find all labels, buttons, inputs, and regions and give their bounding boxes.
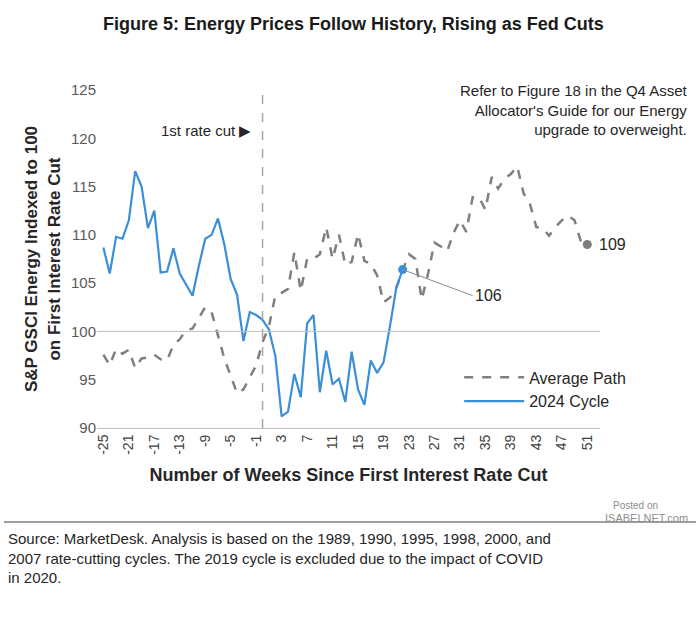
svg-text:1st rate cut ▶: 1st rate cut ▶ bbox=[161, 122, 251, 139]
svg-text:Posted on: Posted on bbox=[613, 500, 658, 511]
svg-text:31: 31 bbox=[451, 434, 467, 450]
svg-text:105: 105 bbox=[71, 274, 96, 291]
svg-text:43: 43 bbox=[528, 434, 544, 450]
svg-text:-13: -13 bbox=[171, 434, 187, 454]
svg-text:35: 35 bbox=[477, 434, 493, 450]
svg-text:106: 106 bbox=[475, 287, 502, 304]
svg-text:115: 115 bbox=[72, 178, 96, 195]
svg-text:125: 125 bbox=[71, 81, 96, 98]
svg-text:Figure 5: Energy Prices Follow: Figure 5: Energy Prices Follow History, … bbox=[103, 14, 604, 34]
svg-text:-25: -25 bbox=[95, 434, 111, 454]
svg-text:S&P GSCI Energy Indexed to 100: S&P GSCI Energy Indexed to 100on First I… bbox=[22, 126, 63, 392]
svg-text:95: 95 bbox=[79, 371, 96, 388]
svg-text:11: 11 bbox=[324, 434, 340, 449]
svg-text:Source: MarketDesk. Analysis i: Source: MarketDesk. Analysis is based on… bbox=[8, 530, 551, 586]
svg-text:47: 47 bbox=[553, 434, 569, 450]
svg-text:-9: -9 bbox=[197, 434, 213, 447]
svg-text:27: 27 bbox=[426, 434, 442, 450]
svg-text:-5: -5 bbox=[222, 434, 238, 447]
svg-text:15: 15 bbox=[350, 434, 366, 450]
svg-text:39: 39 bbox=[502, 434, 518, 450]
svg-text:19: 19 bbox=[375, 434, 391, 450]
svg-text:-17: -17 bbox=[146, 434, 162, 454]
svg-text:100: 100 bbox=[71, 323, 96, 340]
svg-text:Number of Weeks Since First In: Number of Weeks Since First Interest Rat… bbox=[150, 465, 548, 485]
svg-text:Average Path: Average Path bbox=[529, 370, 626, 387]
svg-text:90: 90 bbox=[79, 419, 96, 436]
svg-text:3: 3 bbox=[273, 434, 289, 442]
svg-text:109: 109 bbox=[599, 236, 626, 253]
svg-text:7: 7 bbox=[299, 434, 315, 442]
svg-text:23: 23 bbox=[401, 434, 417, 450]
svg-text:120: 120 bbox=[71, 130, 96, 147]
svg-text:51: 51 bbox=[579, 434, 595, 450]
svg-text:2024 Cycle: 2024 Cycle bbox=[529, 393, 609, 410]
svg-text:-21: -21 bbox=[120, 434, 136, 454]
svg-text:-1: -1 bbox=[248, 434, 264, 447]
svg-text:Refer to Figure 18 in the Q4 A: Refer to Figure 18 in the Q4 AssetAlloca… bbox=[460, 82, 688, 138]
svg-text:ISABELNET.com: ISABELNET.com bbox=[605, 512, 688, 524]
svg-text:110: 110 bbox=[72, 226, 96, 243]
